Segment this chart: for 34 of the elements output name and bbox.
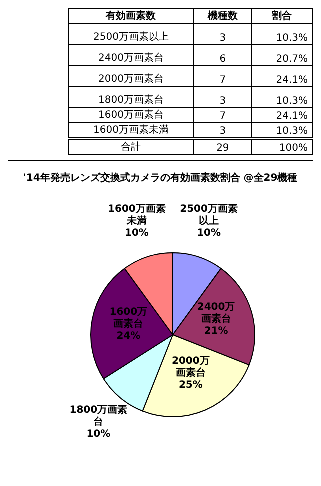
- text: 100%: [252, 138, 312, 154]
- data-label: 21%: [203, 326, 230, 338]
- data-label: 24%: [116, 330, 142, 343]
- text: 10.3%: [252, 122, 312, 138]
- data-label: 25%: [178, 380, 204, 392]
- text: 24.1%: [252, 66, 312, 86]
- data-label: 7: [194, 66, 252, 86]
- data-label: 10%: [86, 428, 112, 441]
- text: 割合: [252, 8, 312, 24]
- slice-label: 2400万画素台: [196, 302, 236, 326]
- slice-label: 2000万画素台: [170, 356, 211, 380]
- category-label: 2500万画素以上: [68, 24, 194, 44]
- data-label: 10%: [124, 228, 150, 240]
- data-label: 7: [194, 108, 252, 122]
- data-label: 6: [194, 44, 252, 66]
- text: 24.1%: [252, 108, 312, 122]
- data-label: 3: [194, 122, 252, 138]
- text: 10.3%: [252, 86, 312, 108]
- text: 有効画素数: [68, 8, 194, 24]
- category-label: 1600万画素台: [68, 108, 194, 122]
- category-label: 2000万画素台: [68, 66, 194, 86]
- text: 10.3%: [252, 24, 312, 44]
- slice-label: 1600万画素台: [108, 306, 149, 331]
- data-label: 3: [194, 24, 252, 44]
- category-label: 2400万画素台: [68, 44, 194, 66]
- data-label: 29: [194, 138, 252, 154]
- chart-title: '14年発売レンズ交換式カメラの有効画素数割合 @全29機種: [8, 160, 313, 185]
- category-label: 1600万画素未満: [68, 122, 194, 138]
- text: 機種数: [194, 8, 252, 24]
- text: 20.7%: [252, 44, 312, 66]
- category-label: 合計: [68, 138, 194, 154]
- data-label: 3: [194, 86, 252, 108]
- category-label: 1800万画素台: [68, 86, 194, 108]
- data-label: 10%: [196, 228, 222, 240]
